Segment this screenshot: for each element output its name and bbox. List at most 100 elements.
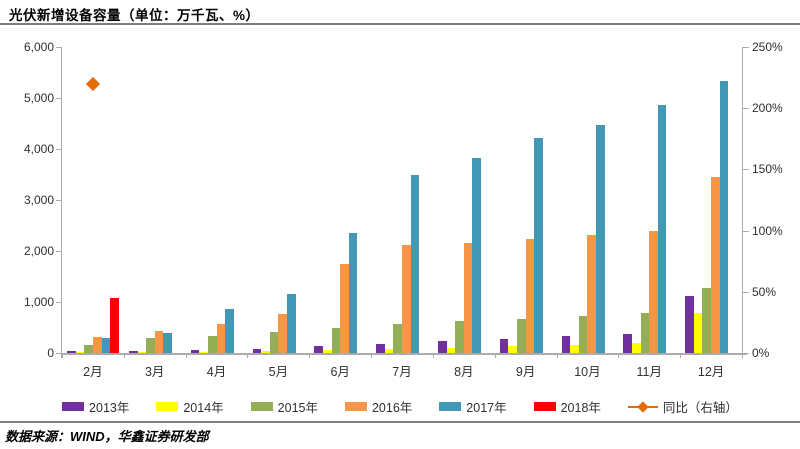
bar-2017年 xyxy=(348,233,358,353)
legend-swatch xyxy=(250,402,273,411)
x-axis-category-label: 7月 xyxy=(392,365,412,379)
left-axis-tick xyxy=(56,302,62,303)
right-axis-tick-label: 100% xyxy=(752,223,783,238)
left-axis-tick-label: 4,000 xyxy=(23,142,54,156)
legend-label: 2015年 xyxy=(277,401,318,415)
bar-2015年 xyxy=(331,328,341,353)
left-axis-tick-label: 2,000 xyxy=(23,244,54,258)
bar-2014年 xyxy=(322,349,332,353)
right-axis-line xyxy=(742,47,743,353)
bar-2013年 xyxy=(438,341,447,353)
x-axis-tick xyxy=(742,353,743,358)
bar-2013年 xyxy=(128,350,138,353)
x-axis-category-label: 12月 xyxy=(697,365,725,379)
bar-2015年 xyxy=(455,321,464,353)
left-axis-tick-label: 3,000 xyxy=(23,193,54,207)
legend-swatch xyxy=(439,402,462,411)
x-axis-category-label: 6月 xyxy=(330,365,350,379)
left-axis-tick-label: 6,000 xyxy=(23,40,54,54)
legend-label: 2017年 xyxy=(466,401,507,415)
bar-2013年 xyxy=(190,349,200,353)
legend-label: 2018年 xyxy=(560,401,601,415)
left-axis-tick xyxy=(56,353,62,354)
bar-2016年 xyxy=(402,245,411,353)
x-axis-tick xyxy=(494,353,496,358)
bar-2014年 xyxy=(199,351,208,353)
bar-2017年 xyxy=(286,294,296,353)
legend-item-2017年: 2017年 xyxy=(439,397,507,416)
bar-2014年 xyxy=(632,343,641,353)
bar-2013年 xyxy=(314,346,323,353)
bar-2013年 xyxy=(67,351,76,353)
x-axis-category-label: 5月 xyxy=(268,365,289,379)
bar-2013年 xyxy=(685,296,694,353)
source-note: 数据来源：WIND，华鑫证券研发部 xyxy=(5,429,209,444)
right-axis-tick xyxy=(743,353,749,354)
right-axis-tick-label: 0% xyxy=(752,346,770,360)
bar-2017年 xyxy=(472,158,481,353)
x-axis-tick xyxy=(309,353,311,358)
bar-2013年 xyxy=(252,348,262,353)
x-axis-tick xyxy=(618,353,620,358)
bar-2017年 xyxy=(225,308,234,353)
x-axis-tick xyxy=(556,353,558,358)
legend-swatch xyxy=(344,402,367,411)
legend-swatch xyxy=(533,402,556,411)
right-axis-tick-label: 150% xyxy=(752,162,783,177)
bar-2016年 xyxy=(216,323,226,353)
bar-2015年 xyxy=(702,288,712,353)
bar-2015年 xyxy=(207,336,217,353)
legend-swatch xyxy=(62,402,85,411)
footer-divider xyxy=(0,421,800,423)
bar-2015年 xyxy=(393,324,402,353)
chart-title: 光伏新增设备容量（单位：万千瓦、%） xyxy=(9,8,260,23)
right-axis-tick-label: 250% xyxy=(752,40,783,54)
bar-2017年 xyxy=(596,125,605,353)
right-axis-tick xyxy=(743,169,749,171)
left-axis-tick xyxy=(56,149,62,150)
bar-2018年 xyxy=(110,297,119,353)
left-axis-tick xyxy=(56,98,62,99)
bar-2014年 xyxy=(261,351,270,353)
bar-2014年 xyxy=(570,344,579,353)
bar-2016年 xyxy=(154,331,164,353)
x-axis-tick xyxy=(123,353,125,358)
x-axis-category-label: 2月 xyxy=(83,365,103,379)
bar-2016年 xyxy=(649,231,658,353)
bar-2014年 xyxy=(137,352,147,353)
legend-item-2018年: 2018年 xyxy=(533,397,601,416)
x-axis-category-label: 3月 xyxy=(144,365,165,379)
bar-2016年 xyxy=(463,242,473,353)
bar-2016年 xyxy=(278,314,287,353)
bar-2013年 xyxy=(623,333,633,353)
left-axis-tick-label: 5,000 xyxy=(23,91,54,105)
legend-item-2016年: 2016年 xyxy=(344,397,412,416)
chart-legend: 2013年 2014年 2015年 2016年 2017年 2018年 同比（右轴） xyxy=(0,397,800,416)
right-axis-tick xyxy=(743,47,749,48)
bar-2015年 xyxy=(146,338,155,353)
legend-swatch xyxy=(156,402,179,411)
legend-label: 2013年 xyxy=(89,401,130,415)
bar-2017年 xyxy=(719,81,729,353)
legend-label: 2014年 xyxy=(183,401,224,415)
bar-2014年 xyxy=(508,346,518,353)
x-axis-tick xyxy=(185,353,187,358)
bar-2015年 xyxy=(578,316,588,353)
bar-2013年 xyxy=(499,338,509,353)
legend-item-2013年: 2013年 xyxy=(62,397,129,416)
bar-2015年 xyxy=(269,332,279,353)
bar-2015年 xyxy=(84,345,93,353)
x-axis-category-label: 8月 xyxy=(454,365,474,379)
bar-2017年 xyxy=(657,105,667,353)
legend-item-2014年: 2014年 xyxy=(156,397,224,416)
legend-label: 同比（右轴） xyxy=(662,401,738,415)
legend-line-sample xyxy=(627,400,658,413)
bar-2017年 xyxy=(163,333,172,353)
right-axis-tick xyxy=(743,108,749,110)
bar-2016年 xyxy=(587,235,597,353)
bar-2015年 xyxy=(640,312,650,353)
left-axis-tick-label: 1,000 xyxy=(23,295,54,309)
x-axis-category-label: 11月 xyxy=(636,365,662,379)
